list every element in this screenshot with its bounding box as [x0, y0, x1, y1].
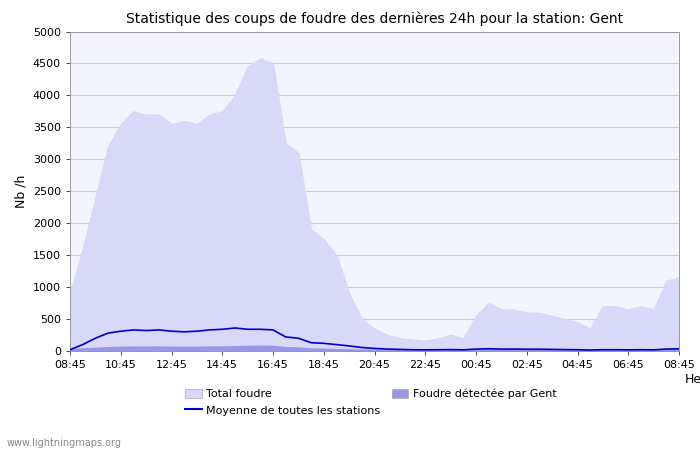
Text: Heure: Heure: [685, 374, 700, 387]
Legend: Total foudre, Moyenne de toutes les stations, Foudre détectée par Gent: Total foudre, Moyenne de toutes les stat…: [186, 388, 556, 416]
Y-axis label: Nb /h: Nb /h: [14, 175, 27, 208]
Title: Statistique des coups de foudre des dernières 24h pour la station: Gent: Statistique des coups de foudre des dern…: [126, 12, 623, 26]
Text: www.lightningmaps.org: www.lightningmaps.org: [7, 438, 122, 448]
